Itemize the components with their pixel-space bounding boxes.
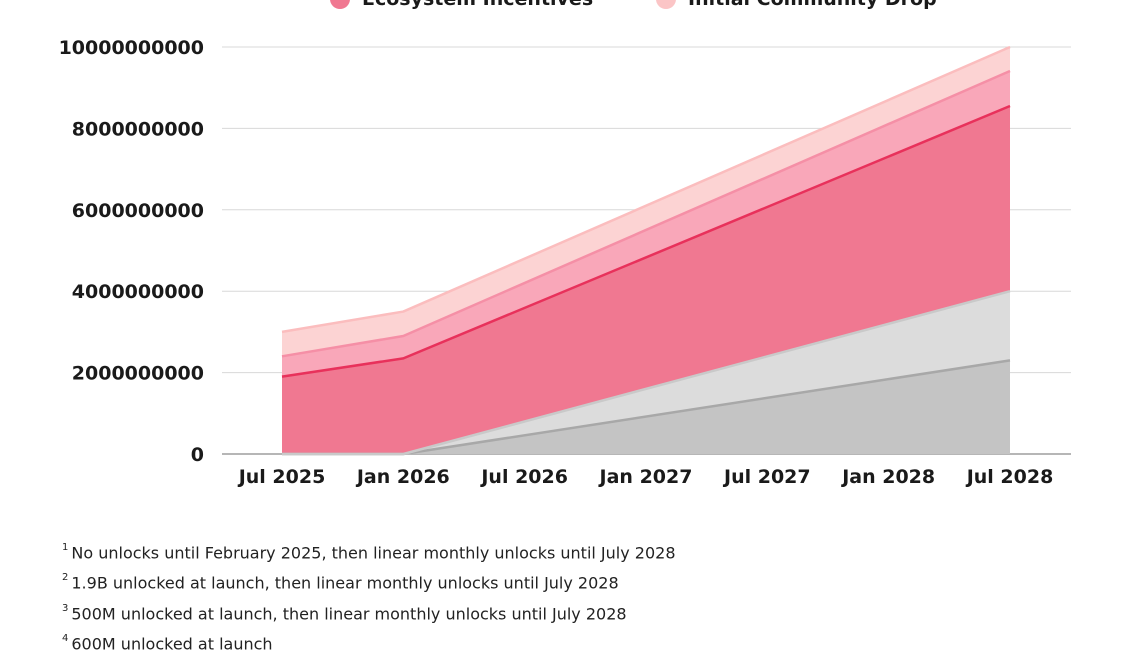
footnote-4-text: 600M unlocked at launch <box>71 634 273 654</box>
y-tick-label-4000000000: 4000000000 <box>72 281 204 303</box>
footnote-2-number: 2 <box>62 572 69 584</box>
footnotes: 1 No unlocks until February 2025, then li… <box>62 536 676 657</box>
y-tick-label-6000000000: 6000000000 <box>72 200 204 222</box>
x-tick-label-jul-2026: Jul 2026 <box>479 466 568 488</box>
footnote-4: 4 600M unlocked at launch <box>62 627 676 657</box>
footnote-1-text: No unlocks until February 2025, then lin… <box>71 543 676 563</box>
legend-item-ecosystem-incentives: Ecosystem Incentives 3 <box>330 0 603 10</box>
y-tick-label-10000000000: 10000000000 <box>59 37 204 59</box>
area-series <box>281 45 1011 456</box>
line-initial-community-drop <box>281 45 1011 334</box>
y-tick-label-8000000000: 8000000000 <box>72 118 204 140</box>
x-tick-label-jan-2028: Jan 2028 <box>840 466 935 488</box>
x-tick-label-jul-2025: Jul 2025 <box>237 466 326 488</box>
line-ecosystem-incentives <box>281 104 1011 378</box>
footnote-1-number: 1 <box>62 542 69 553</box>
x-tick-label-jan-2027: Jan 2027 <box>598 466 693 488</box>
y-tick-label-0: 0 <box>191 444 204 466</box>
line-series-4 <box>281 69 1011 358</box>
legend-item-initial-community-drop: Initial Community Drop 4 <box>656 0 947 10</box>
area-initial-community-drop <box>282 47 1010 357</box>
footnote-2: 2 1.9B unlocked at launch, then linear mo… <box>62 566 676 596</box>
x-tick-label-jul-2027: Jul 2027 <box>722 466 811 488</box>
footnote-3: 3 500M unlocked at launch, then linear mo… <box>62 597 676 627</box>
area-series-4 <box>282 71 1010 377</box>
area-series-2 <box>282 291 1010 454</box>
area-ecosystem-incentives <box>282 106 1010 454</box>
x-tick-label-jan-2026: Jan 2026 <box>355 466 450 488</box>
footnote-3-text: 500M unlocked at launch, then linear mon… <box>71 603 627 623</box>
legend-note-initial-community-drop: 4 <box>940 0 947 2</box>
area-series-1 <box>282 360 1010 454</box>
stacked-area-chart: 0 2000000000 4000000000 6000000000 800000000… <box>59 37 1071 488</box>
x-tick-label-jul-2028: Jul 2028 <box>965 466 1054 488</box>
chart-legend: Ecosystem Incentives 3 Initial Community… <box>0 0 1135 18</box>
legend-note-ecosystem-incentives: 3 <box>596 0 603 2</box>
footnote-3-number: 3 <box>62 602 69 614</box>
footnote-2-text: 1.9B unlocked at launch, then linear mon… <box>71 573 619 593</box>
line-series-2 <box>282 289 1011 456</box>
legend-swatch-initial-community-drop <box>656 0 676 9</box>
x-axis: Jul 2025 Jan 2026 Jul 2026 Jan 2027 Jul 2027… <box>237 466 1054 488</box>
footnote-1: 1 No unlocks until February 2025, then li… <box>62 536 676 566</box>
legend-label-ecosystem-incentives: Ecosystem Incentives <box>362 0 593 10</box>
legend-swatch-ecosystem-incentives <box>330 0 350 9</box>
footnote-4-number: 4 <box>62 632 69 644</box>
y-tick-label-2000000000: 2000000000 <box>72 363 204 385</box>
legend-label-initial-community-drop: Initial Community Drop <box>688 0 937 10</box>
y-axis: 0 2000000000 4000000000 6000000000 800000000… <box>59 37 204 466</box>
